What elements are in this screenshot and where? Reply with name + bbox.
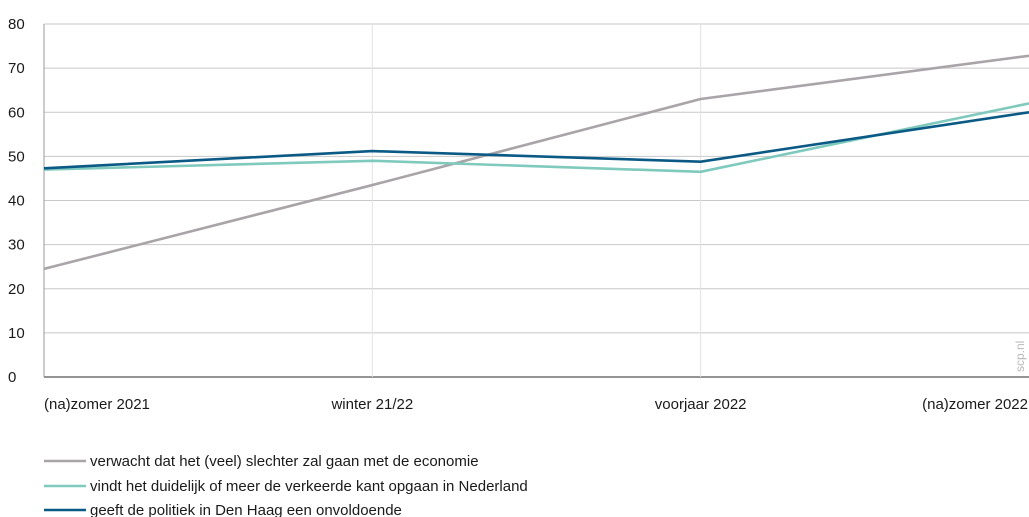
y-tick-label: 30 xyxy=(8,237,25,254)
y-tick-label: 40 xyxy=(8,193,25,210)
grid xyxy=(43,23,1029,378)
series-lines xyxy=(43,54,1029,271)
y-tick-label: 10 xyxy=(8,325,25,342)
legend-label: geeft de politiek in Den Haag een onvold… xyxy=(90,502,402,517)
x-tick-label: voorjaar 2022 xyxy=(655,396,747,413)
watermark: scp.nl xyxy=(1013,341,1027,372)
y-axis: 0 10 20 30 40 50 60 70 80 xyxy=(8,16,25,386)
series-line-3 xyxy=(43,110,1029,170)
y-tick-label: 0 xyxy=(8,369,16,386)
legend-label: verwacht dat het (veel) slechter zal gaa… xyxy=(90,453,479,470)
y-tick-label: 20 xyxy=(8,281,25,298)
y-tick-label: 60 xyxy=(8,104,25,121)
x-tick-label: (na)zomer 2021 xyxy=(44,396,150,413)
y-tick-label: 70 xyxy=(8,60,25,77)
x-axis: (na)zomer 2021 winter 21/22 voorjaar 2022 (… xyxy=(44,396,1028,413)
legend-label: vindt het duidelijk of meer de verkeerde… xyxy=(90,478,528,495)
legend: verwacht dat het (veel) slechter zal gaa… xyxy=(44,453,528,517)
x-tick-label: (na)zomer 2022 xyxy=(922,396,1028,413)
series-line-1 xyxy=(43,54,1029,271)
y-tick-label: 50 xyxy=(8,148,25,165)
x-tick-label: winter 21/22 xyxy=(330,396,413,413)
y-tick-label: 80 xyxy=(8,16,25,33)
